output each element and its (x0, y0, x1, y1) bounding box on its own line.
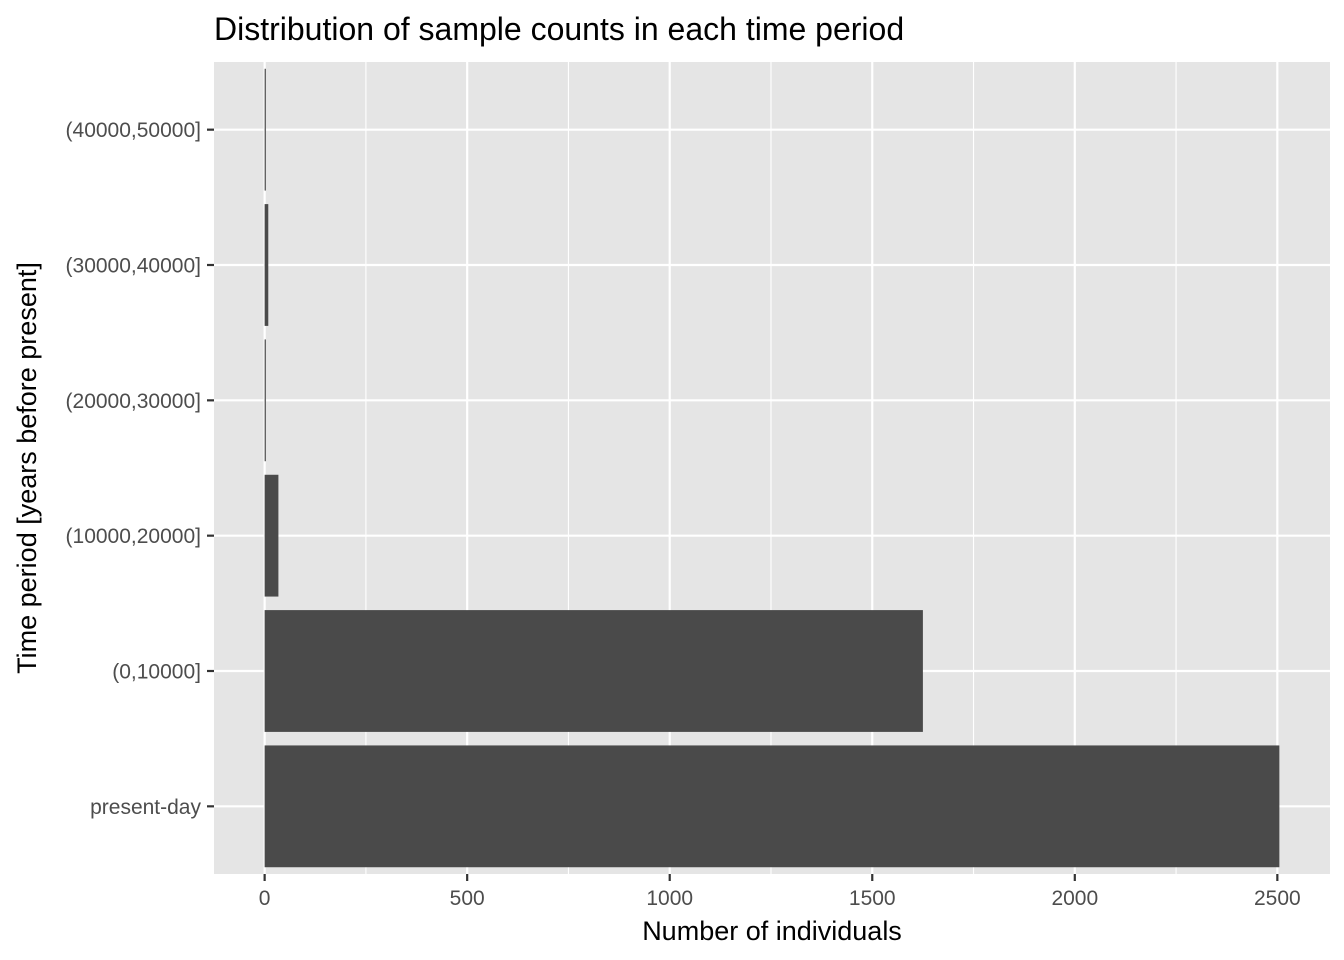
bar (264, 339, 266, 462)
y-axis: present-day (0,10000] (10000,20000] (20000,… (66, 119, 214, 819)
y-tick-label: (30000,40000] (66, 255, 201, 278)
x-tick-label: 500 (450, 887, 485, 910)
x-tick-label: 1500 (849, 887, 896, 910)
y-tick-label: (40000,50000] (66, 119, 201, 142)
grid-minor (365, 62, 1177, 874)
y-tick-label: (10000,20000] (66, 525, 201, 548)
bar (264, 474, 279, 597)
bar (264, 745, 1280, 868)
plot-panel (214, 62, 1330, 874)
bars (264, 68, 1280, 868)
x-tick-label: 2000 (1051, 887, 1098, 910)
x-axis-title: Number of individuals (642, 916, 902, 946)
bar (264, 610, 923, 732)
grid-major (214, 62, 1330, 874)
x-tick-label: 2500 (1254, 887, 1301, 910)
y-tick-label: (20000,30000] (66, 390, 201, 413)
y-tick-label: present-day (90, 796, 201, 819)
x-tick-label: 1000 (646, 887, 693, 910)
y-axis-title: Time period [years before present] (12, 262, 42, 674)
x-axis: 0 500 1000 1500 2000 2500 (259, 874, 1301, 910)
chart-title: Distribution of sample counts in each ti… (214, 11, 904, 47)
bar (264, 204, 269, 326)
bar (264, 68, 266, 191)
y-tick-label: (0,10000] (112, 661, 201, 684)
x-tick-label: 0 (259, 887, 271, 910)
